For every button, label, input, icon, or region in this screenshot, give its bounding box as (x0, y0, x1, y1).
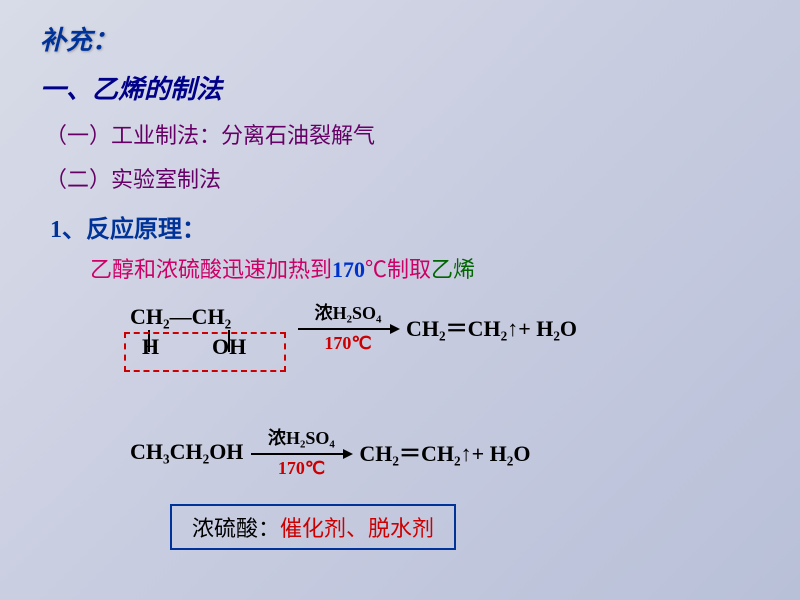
section-title: 一、乙烯的制法 (40, 69, 760, 106)
elimination-highlight (124, 332, 286, 372)
reaction-2: CH₃CH₂OH 浓H₂SO₄ 170℃ CH₂＝CH₂↑+ H₂O (130, 424, 760, 479)
principle-product: 乙烯 (431, 257, 475, 282)
principle-part1: 乙醇和浓硫酸迅速加热到 (90, 257, 332, 282)
reactant-structure: CH₂—CH₂ H OH (130, 304, 231, 330)
reaction-arrow-1: 浓H₂SO₄ 170℃ (298, 299, 398, 354)
reactant-2: CH₃CH₂OH (130, 439, 243, 465)
principle-description: 乙醇和浓硫酸迅速加热到170℃制取乙烯 (90, 252, 760, 284)
reaction1-arrow-products: 浓H₂SO₄ 170℃ CH₂＝CH₂↑+ H₂O (290, 299, 577, 354)
method-lab: （二）实验室制法 (45, 162, 760, 194)
temperature-1: 170℃ (324, 333, 371, 354)
supplement-label: 补充： (40, 20, 760, 57)
product-1: CH₂＝CH₂↑+ H₂O (406, 311, 577, 343)
reaction1-structure: CH₂—CH₂ H OH (130, 304, 231, 330)
sulfuric-acid-note: 浓硫酸：催化剂、脱水剂 (170, 504, 456, 550)
principle-unit: ℃ (365, 257, 387, 282)
catalyst-2: 浓H₂SO₄ (268, 424, 335, 450)
reaction-arrow-2: 浓H₂SO₄ 170℃ (251, 424, 351, 479)
principle-number: 1、反应原理： (50, 209, 760, 244)
arrow-line-2 (251, 453, 351, 455)
ch2-ch2-top: CH₂—CH₂ (130, 304, 231, 329)
reaction-1: CH₂—CH₂ H OH 浓H₂SO₄ 170℃ CH₂＝CH₂↑+ H₂O (130, 304, 760, 404)
note-label: 浓硫酸： (192, 516, 280, 541)
principle-part2: 制取 (387, 257, 431, 282)
slide-container: 补充： 一、乙烯的制法 （一）工业制法：分离石油裂解气 （二）实验室制法 1、反… (0, 0, 800, 570)
method-industrial: （一）工业制法：分离石油裂解气 (45, 118, 760, 150)
note-content: 催化剂、脱水剂 (280, 516, 434, 541)
arrow-line-1 (298, 328, 398, 330)
principle-temp: 170 (332, 257, 365, 282)
catalyst-1: 浓H₂SO₄ (315, 299, 382, 325)
temperature-2: 170℃ (278, 458, 325, 479)
product-2: CH₂＝CH₂↑+ H₂O (359, 436, 530, 468)
